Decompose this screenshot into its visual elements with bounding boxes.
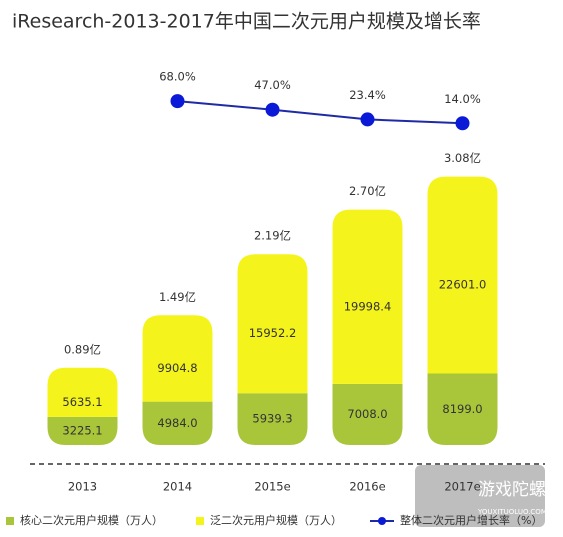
x-tick-label: 2017e bbox=[444, 480, 480, 494]
bar-segment bbox=[142, 401, 213, 445]
value-label: 19998.4 bbox=[344, 299, 392, 313]
legend-label: 整体二次元用户增长率（%） bbox=[400, 513, 542, 527]
growth-label: 47.0% bbox=[254, 78, 291, 92]
legend-swatch bbox=[196, 517, 204, 525]
growth-dot bbox=[455, 116, 470, 131]
growth-label: 68.0% bbox=[159, 70, 196, 84]
growth-dot bbox=[265, 102, 280, 117]
growth-dot bbox=[170, 94, 185, 109]
growth-line bbox=[177, 100, 463, 125]
value-label: 3225.1 bbox=[62, 423, 102, 437]
value-label: 22601.0 bbox=[439, 278, 487, 292]
total-label: 2.19亿 bbox=[254, 229, 291, 243]
bar-segment bbox=[427, 176, 498, 374]
bar-segment bbox=[237, 254, 308, 394]
total-label: 0.89亿 bbox=[64, 342, 101, 356]
x-tick-label: 2013 bbox=[68, 480, 97, 494]
x-tick-label: 2015e bbox=[254, 480, 290, 494]
value-label: 4984.0 bbox=[157, 416, 197, 430]
watermark-box bbox=[415, 465, 545, 527]
value-label: 15952.2 bbox=[249, 326, 297, 340]
total-label: 2.70亿 bbox=[349, 184, 386, 198]
bar-segment bbox=[47, 416, 118, 445]
bar-segment bbox=[142, 315, 213, 402]
bar-segment bbox=[427, 373, 498, 445]
growth-dot bbox=[360, 112, 375, 127]
bar-segment bbox=[47, 367, 118, 417]
growth-label: 14.0% bbox=[444, 92, 481, 106]
x-tick-label: 2016e bbox=[349, 480, 385, 494]
value-label: 5939.3 bbox=[252, 412, 292, 426]
legend-label: 核心二次元用户规模（万人） bbox=[20, 513, 163, 527]
watermark: 游戏陀螺 YOUXITUOLUO.COM bbox=[415, 465, 547, 527]
value-label: 8199.0 bbox=[442, 402, 482, 416]
watermark-sub: YOUXITUOLUO.COM bbox=[477, 508, 547, 516]
value-label: 7008.0 bbox=[347, 407, 387, 421]
bar-segment bbox=[332, 209, 403, 384]
value-label: 9904.8 bbox=[157, 361, 197, 375]
total-label: 1.49亿 bbox=[159, 290, 196, 304]
bar-segment bbox=[237, 393, 308, 445]
legend-label: 泛二次元用户规模（万人） bbox=[210, 513, 342, 527]
total-label: 3.08亿 bbox=[444, 151, 481, 165]
chart-title: iResearch-2013-2017年中国二次元用户规模及增长率 bbox=[12, 11, 481, 33]
legend-dot bbox=[378, 517, 386, 525]
bar-segment bbox=[332, 383, 403, 445]
watermark-text: 游戏陀螺 bbox=[478, 480, 546, 500]
value-label: 5635.1 bbox=[62, 395, 102, 409]
x-tick-label: 2014 bbox=[163, 480, 192, 494]
growth-label: 23.4% bbox=[349, 88, 386, 102]
legend-swatch bbox=[6, 517, 14, 525]
